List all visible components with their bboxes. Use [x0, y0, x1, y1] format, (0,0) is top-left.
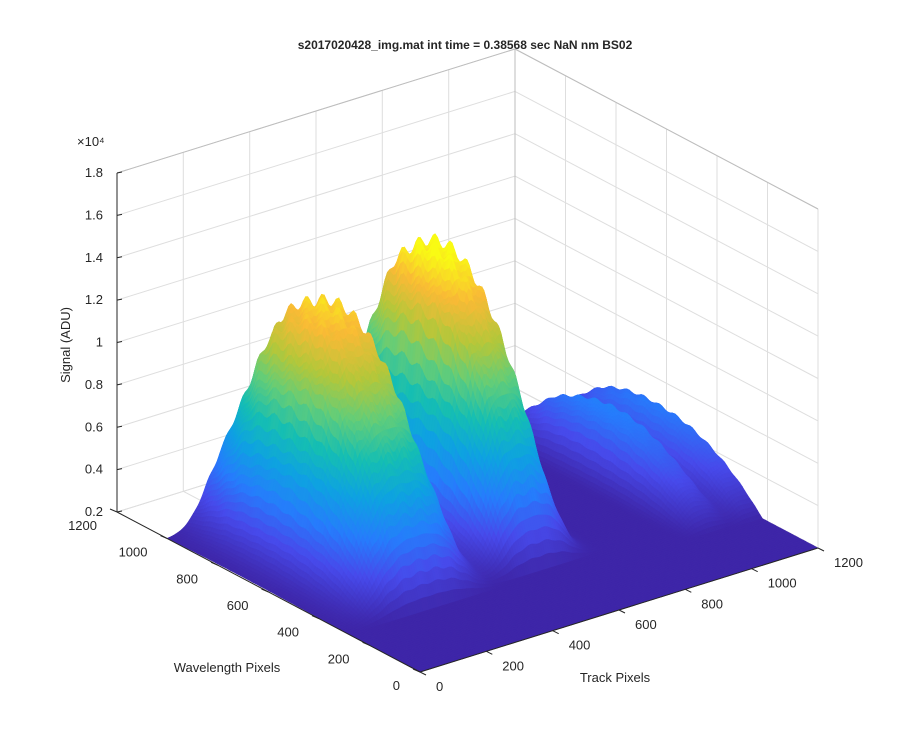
- box-edge: [514, 48, 819, 210]
- wall-gridline: [514, 218, 819, 379]
- wall-gridline: [116, 133, 516, 259]
- wall-gridline: [116, 218, 516, 343]
- wall-gridline: [116, 90, 516, 216]
- surface-mesh: [166, 233, 819, 673]
- wall-gridline: [116, 175, 516, 301]
- box-edge: [116, 48, 516, 174]
- wall-gridline: [514, 260, 819, 422]
- chart-title: s2017020428_img.mat int time = 0.38568 s…: [298, 38, 633, 52]
- wall-gridline: [514, 90, 819, 252]
- wall-gridline: [514, 133, 819, 295]
- wall-gridline: [514, 302, 819, 464]
- wall-gridline: [514, 175, 819, 337]
